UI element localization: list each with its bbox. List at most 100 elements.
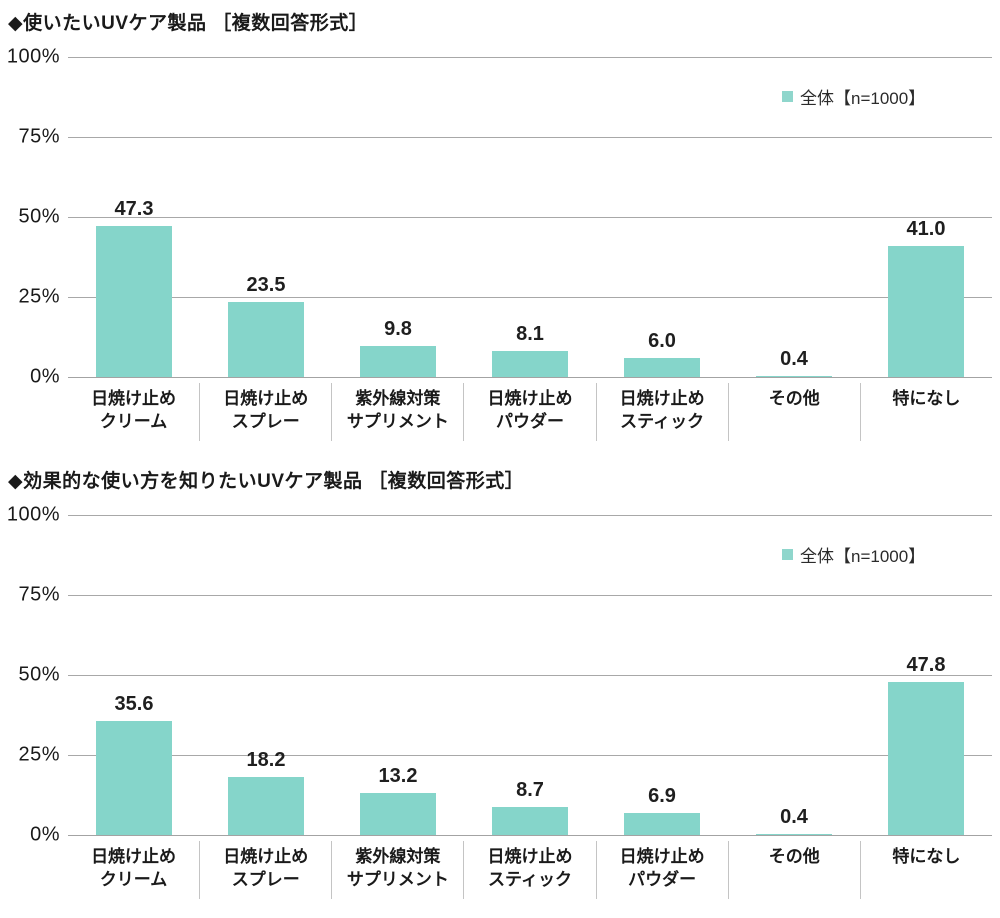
category-label-line: 日焼け止め [91,389,177,408]
gridline [68,57,992,58]
category-label: 日焼け止め パウダー [464,383,597,441]
category-label-line: 特になし [892,389,961,408]
gridline [68,595,992,596]
category-label: 日焼け止め スプレー [200,841,333,899]
y-tick-label: 75% [18,583,60,606]
bar-value-label: 23.5 [246,273,286,296]
category-label-line: 日焼け止め [91,847,177,866]
bar-value-label: 6.0 [648,329,676,352]
bar-value-label: 47.3 [114,197,154,220]
gridline [68,217,992,218]
category-label-line: 日焼け止め [223,389,309,408]
y-tick-label: 50% [18,205,60,228]
category-label: 日焼け止め クリーム [68,841,201,899]
legend-square-icon [782,91,793,102]
bar-value-label: 47.8 [906,654,946,677]
chart-uv-products-want-usage-info: ◆効果的な使い方を知りたいUVケア製品 ［複数回答形式］ 全体【n=1000】 … [0,458,1000,916]
y-tick-label: 25% [18,743,60,766]
legend: 全体【n=1000】 [782,542,925,567]
gridline [68,137,992,138]
category-label: 日焼け止め パウダー [597,841,729,899]
bar-value-label: 0.4 [780,805,808,828]
category-label-line: 日焼け止め [487,847,573,866]
gridline [68,755,992,756]
category-label-line: 日焼け止め [487,389,573,408]
bar [360,345,436,377]
category-label: その他 [729,841,861,899]
bar [888,245,964,377]
y-tick-label: 50% [18,663,60,686]
category-label-line: スティック [488,869,572,889]
category-label-line: 日焼け止め [619,847,705,866]
bar [360,792,436,835]
bar-value-label: 0.4 [780,347,808,370]
bar [756,833,832,835]
bar-value-label: 13.2 [378,764,418,787]
y-axis: 100% 75% 50% 25% 0% [0,504,60,846]
y-tick-label: 0% [30,365,60,388]
category-label-line: 日焼け止め [619,389,705,408]
y-tick-label: 25% [18,285,60,308]
category-label-line: パウダー [628,869,697,889]
plot-area: 35.6 18.2 13.2 8.7 6.9 0.4 47.8 [68,515,992,836]
bar [624,357,700,377]
bar-column: 0.4 [728,57,860,377]
bar-value-label: 8.7 [516,779,544,802]
category-label-line: クリーム [99,411,168,431]
y-tick-label: 100% [6,45,60,68]
bar [624,812,700,835]
category-axis: 日焼け止め クリーム 日焼け止め スプレー 紫外線対策 サプリメント 日焼け止め パウダー 日焼… [68,383,992,441]
bar-column: 6.9 [596,515,728,835]
y-tick-label: 0% [30,823,60,846]
bar-value-label: 35.6 [114,693,154,716]
bar-value-label: 6.9 [648,784,676,807]
bar [228,776,304,835]
category-label: 日焼け止め クリーム [68,383,201,441]
category-label: 特になし [861,841,992,899]
bar-column: 9.8 [332,57,464,377]
category-label-line: クリーム [99,869,168,889]
category-label-line: その他 [768,389,820,408]
category-label-line: 紫外線対策 [355,389,441,408]
legend: 全体【n=1000】 [782,84,925,109]
category-label-line: スプレー [231,869,300,889]
bar [888,682,964,835]
category-label: 特になし [861,383,992,441]
category-label-line: サプリメント [346,869,449,889]
y-axis: 100% 75% 50% 25% 0% [0,46,60,388]
chart-title: ◆使いたいUVケア製品 ［複数回答形式］ [8,13,369,34]
legend-label: 全体【n=1000】 [800,89,926,108]
category-label: 日焼け止め スプレー [200,383,333,441]
bar-column: 35.6 [68,515,200,835]
bar-column: 41.0 [860,57,992,377]
category-label-line: スプレー [231,411,300,431]
bar-column: 8.7 [464,515,596,835]
bar [492,807,568,835]
bar [228,301,304,377]
category-label-line: 日焼け止め [223,847,309,866]
plot-area: 47.3 23.5 9.8 8.1 6.0 0.4 41.0 [68,57,992,378]
category-label-line: パウダー [495,411,564,431]
legend-label: 全体【n=1000】 [800,547,926,566]
gridline [68,675,992,676]
category-label-line: 紫外線対策 [355,847,441,866]
bar-value-label: 8.1 [516,323,544,346]
bar-column: 47.8 [860,515,992,835]
category-axis: 日焼け止め クリーム 日焼け止め スプレー 紫外線対策 サプリメント 日焼け止め スティック日… [68,841,992,899]
gridline [68,297,992,298]
category-label: 紫外線対策 サプリメント [332,383,465,441]
category-label-line: その他 [768,847,820,866]
category-label: 日焼け止め スティック [597,383,729,441]
bar-column: 47.3 [68,57,200,377]
category-label: 紫外線対策サプリメント [332,841,465,899]
bar [96,225,172,377]
category-label: その他 [729,383,861,441]
bar-column: 6.0 [596,57,728,377]
legend-square-icon [782,549,793,560]
chart-title: ◆効果的な使い方を知りたいUVケア製品 ［複数回答形式］ [8,471,525,492]
bar [96,721,172,835]
bar-value-label: 18.2 [246,748,286,771]
chart-uv-products-want-to-use: ◆使いたいUVケア製品 ［複数回答形式］ 全体【n=1000】 100% 75% 5… [0,0,1000,458]
y-tick-label: 100% [6,503,60,526]
bar-column: 13.2 [332,515,464,835]
